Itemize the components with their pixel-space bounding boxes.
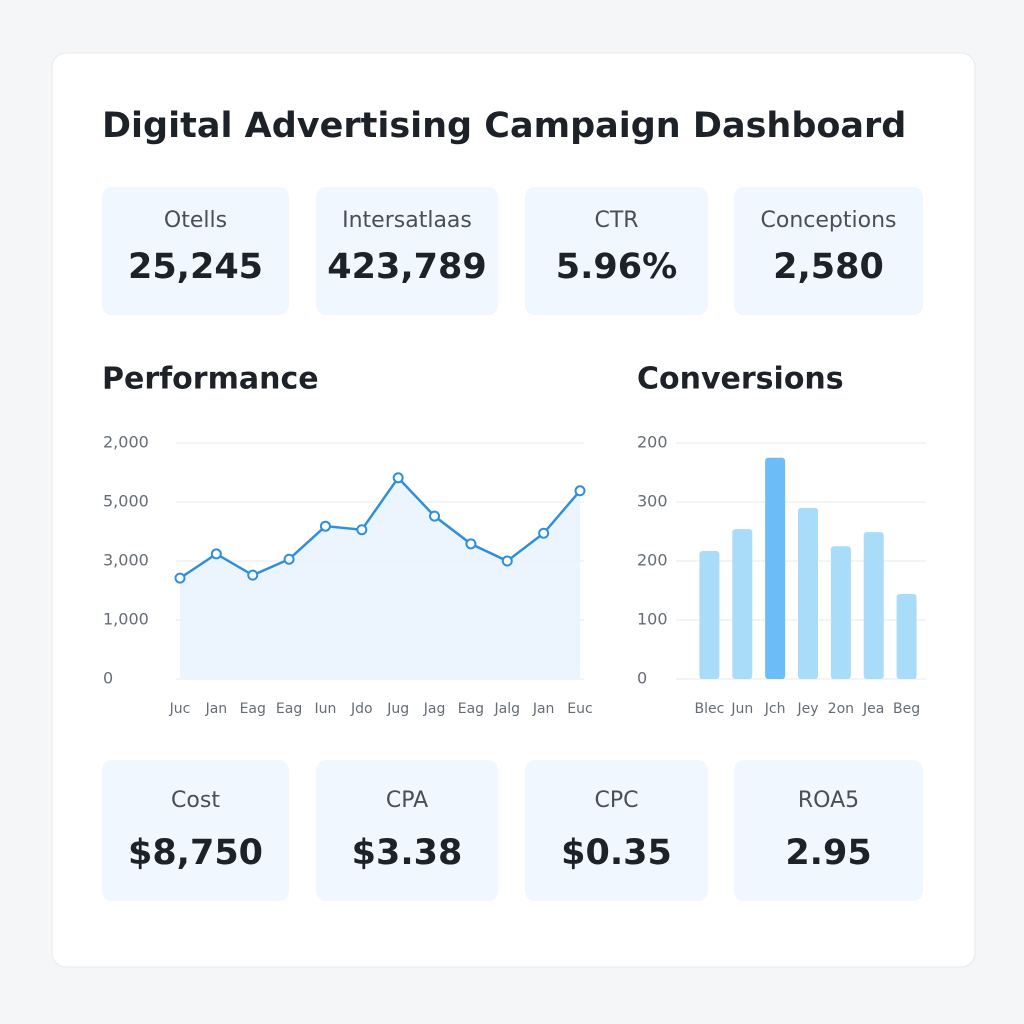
x-tick-label: Jug [386,701,409,717]
y-tick-label: 300 [637,492,668,511]
point [210,548,222,560]
x-tick-label: Iun [315,701,337,717]
kpi-label: Cost [171,788,220,813]
kpi-box [102,187,289,315]
bar [830,546,851,679]
kpi-label: Otells [164,208,227,233]
x-tick-label: Jalg [494,701,520,717]
point [283,553,295,565]
kpi-value: $3.38 [352,833,463,873]
kpi-box [316,760,498,901]
y-tick-label: 2,000 [103,433,149,452]
x-tick-label: Jey [796,701,818,717]
x-tick-label: Eag [240,701,266,717]
point [501,555,513,567]
kpi-value: 5.96% [556,247,677,287]
x-tick-label: Jan [205,701,228,717]
x-tick-label: Jch [764,701,786,717]
kpi-label: ROA5 [798,788,859,813]
point [319,520,331,532]
y-tick-label: 1,000 [103,610,149,629]
point [174,572,186,584]
point [247,569,259,581]
x-tick-label: Juc [169,701,191,717]
y-tick-label: 3,000 [103,551,149,570]
bar [732,529,753,679]
bar [765,457,786,679]
bar [863,532,884,679]
y-tick-label: 200 [637,433,668,452]
y-tick-label: 5,000 [103,492,149,511]
point [465,538,477,550]
kpi-box [734,187,923,315]
kpi-label: Intersatlaas [342,208,472,233]
area [180,477,580,679]
point [429,510,441,522]
section-title: Performance [102,362,319,397]
title: Digital Advertising Campaign Dashboard [102,106,906,146]
kpi-box [525,760,708,901]
point [392,472,404,484]
y-tick-label: 0 [637,669,647,688]
section-title: Conversions [637,362,844,397]
kpi-label: Conceptions [761,208,897,233]
x-tick-label: Eag [458,701,484,717]
kpi-value: 2,580 [773,247,884,287]
x-tick-label: Beg [893,701,920,717]
y-tick-label: 0 [103,669,113,688]
point [574,485,586,497]
kpi-value: 423,789 [327,247,486,287]
kpi-box [525,187,708,315]
kpi-value: $0.35 [561,833,672,873]
y-tick-label: 100 [637,610,668,629]
x-tick-label: Jun [730,701,753,717]
x-tick-label: 2on [828,701,854,717]
x-tick-label: Jag [423,701,446,717]
kpi-box [734,760,923,901]
kpi-value: 2.95 [785,833,871,873]
x-tick-label: Euc [567,701,592,717]
bar [798,507,818,679]
kpi-value: 25,245 [128,247,263,287]
kpi-value: $8,750 [128,833,263,873]
x-tick-label: Jan [532,701,555,717]
bar [896,594,917,679]
y-tick-label: 200 [637,551,668,570]
kpi-box [316,187,498,315]
x-tick-label: Jea [862,701,884,717]
kpi-label: CTR [594,208,638,233]
bar [699,550,720,679]
line [179,475,581,580]
x-tick-label: Blec [695,701,725,717]
point [356,524,368,536]
kpi-label: CPA [386,788,428,813]
kpi-label: CPC [595,788,639,813]
x-tick-label: Eag [276,701,302,717]
kpi-box [102,760,289,901]
x-tick-label: Jdo [350,701,373,717]
point [538,527,550,539]
